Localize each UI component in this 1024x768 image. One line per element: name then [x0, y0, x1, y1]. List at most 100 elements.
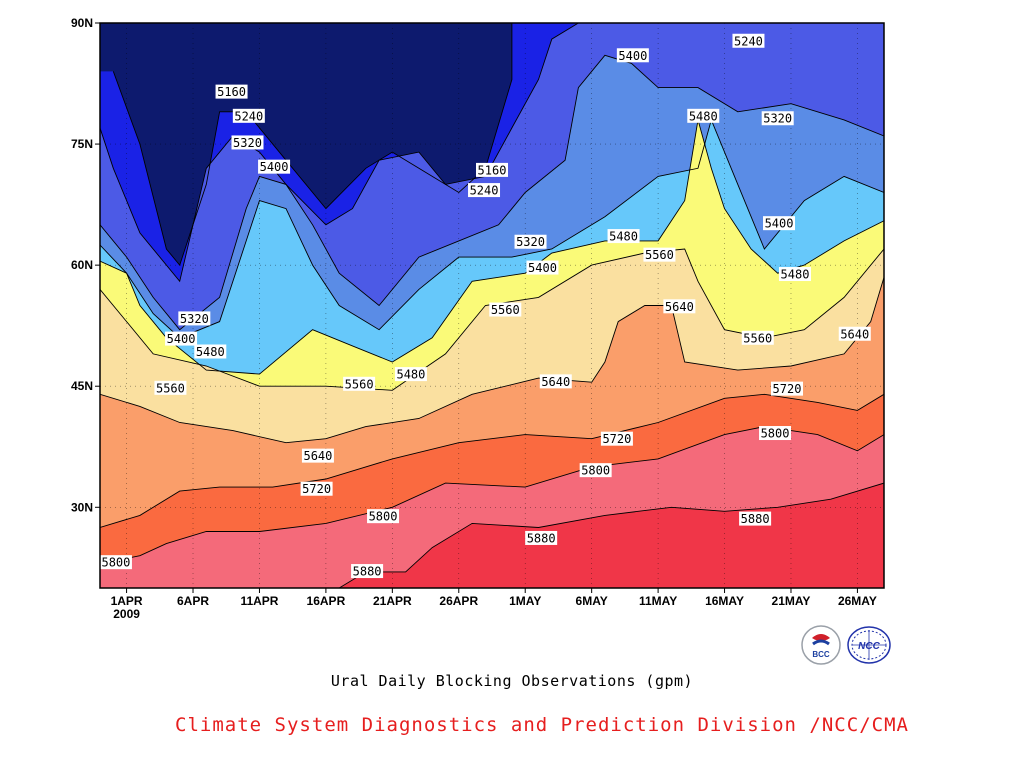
contour-label-bg	[343, 376, 376, 391]
bcc-logo-text: BCC	[812, 650, 830, 659]
contour-label-bg	[525, 530, 558, 545]
contour-label-bg	[526, 260, 559, 275]
x-tick-label: 1APR	[111, 594, 143, 608]
contour-label-bg	[616, 48, 649, 63]
contour-label: 5160	[476, 162, 508, 177]
contour-label-bg	[643, 247, 676, 262]
contour-label-text: 5400	[618, 49, 647, 63]
contour-label-text: 5400	[167, 332, 196, 346]
contour-label-text: 5400	[260, 160, 289, 174]
contour-label: 5800	[759, 426, 792, 441]
contour-label-text: 5560	[491, 303, 520, 317]
grid-lines	[100, 23, 884, 588]
bcc-logo: BCC	[800, 624, 842, 666]
contour-label: 5880	[525, 530, 558, 545]
contour-label: 5480	[194, 344, 227, 359]
contour-label: 5400	[616, 48, 649, 63]
contour-label-bg	[778, 267, 811, 282]
contour-label: 5640	[838, 326, 871, 341]
contour-label: 5320	[231, 135, 264, 150]
contour-label-bg	[468, 183, 501, 198]
contour-label-text: 5240	[234, 109, 263, 123]
x-tick-label: 1MAY	[509, 594, 541, 608]
contour-line-5640	[100, 277, 884, 444]
contour-label-bg	[761, 111, 794, 126]
contour-label-bg	[194, 344, 227, 359]
contour-label: 5400	[763, 216, 796, 231]
y-tick-label: 60N	[71, 258, 93, 272]
contour-label: 5560	[343, 376, 376, 391]
contour-label-bg	[231, 135, 264, 150]
ncc-logo: NCC	[846, 624, 891, 666]
contour-line-5720	[100, 393, 884, 528]
contour-label-text: 5480	[689, 109, 718, 123]
contour-label: 5320	[761, 111, 794, 126]
contour-line-5160	[112, 23, 513, 267]
contour-line-5400	[100, 118, 884, 339]
contour-label: 5400	[258, 159, 291, 174]
contour-label: 5480	[687, 108, 720, 123]
contour-label: 5480	[607, 229, 640, 244]
contour-label-text: 5400	[765, 217, 794, 231]
contour-line-5240	[100, 23, 579, 283]
contour-label-bg	[154, 380, 187, 395]
contour-label: 5800	[579, 463, 612, 478]
contour-label: 5720	[300, 481, 333, 496]
contour-label-text: 5880	[353, 565, 382, 579]
contour-label-bg	[770, 381, 803, 396]
contour-label-text: 5320	[233, 136, 262, 150]
chart-caption: Ural Daily Blocking Observations (gpm)	[330, 672, 694, 690]
contour-label-bg	[232, 108, 265, 123]
contour-label: 5800	[367, 509, 400, 524]
contour-label: 5640	[663, 299, 696, 314]
contour-label-text: 5400	[528, 261, 557, 275]
contour-label-text: 5240	[470, 184, 499, 198]
contour-label-text: 5640	[541, 375, 570, 389]
y-tick-label: 45N	[71, 379, 93, 393]
contour-label: 5320	[178, 311, 211, 326]
contour-label: 5720	[600, 431, 633, 446]
contour-label-bg	[579, 463, 612, 478]
contour-label: 5400	[165, 331, 198, 346]
x-tick-label: 21APR	[373, 594, 412, 608]
contour-label-text: 5480	[196, 345, 225, 359]
x-tick-label: 26MAY	[838, 594, 877, 608]
contour-label: 5160	[215, 84, 248, 99]
x-year-label: 2009	[113, 607, 140, 621]
x-tick-label: 11APR	[240, 594, 278, 608]
y-tick-label: 75N	[71, 137, 93, 151]
contour-label-text: 5640	[665, 300, 694, 314]
contour-label-text: 5640	[303, 449, 332, 463]
contour-label-bg	[394, 367, 427, 382]
y-tick-label: 90N	[71, 16, 93, 30]
contour-label: 5480	[778, 267, 811, 282]
contour-label: 5240	[232, 108, 265, 123]
contour-label-text: 5800	[581, 464, 610, 478]
contour-label-bg	[732, 33, 765, 48]
contour-label-bg	[351, 564, 384, 579]
ncc-logo-text: NCC	[858, 641, 880, 652]
contour-label-text: 5560	[645, 248, 674, 262]
x-tick-label: 26APR	[439, 594, 478, 608]
contour-label-text: 5160	[217, 85, 246, 99]
x-tick-label: 21MAY	[772, 594, 811, 608]
contour-label-text: 5160	[478, 163, 507, 177]
contour-label: 5560	[741, 330, 774, 345]
contour-label-text: 5720	[302, 482, 331, 496]
contour-label-bg	[367, 509, 400, 524]
x-tick-label: 11MAY	[639, 594, 677, 608]
contour-label-bg	[539, 374, 572, 389]
contour-label: 5480	[394, 367, 427, 382]
contour-label: 5560	[489, 302, 522, 317]
contour-label-text: 5720	[773, 382, 802, 396]
x-tick-label: 16APR	[307, 594, 346, 608]
contour-label-bg	[759, 426, 792, 441]
contour-label-bg	[489, 302, 522, 317]
contour-label: 5640	[301, 448, 334, 463]
contour-label: 5560	[154, 380, 187, 395]
contour-label-text: 5480	[781, 268, 810, 282]
plot-frame	[99, 22, 885, 589]
contour-line-5880	[338, 482, 884, 588]
